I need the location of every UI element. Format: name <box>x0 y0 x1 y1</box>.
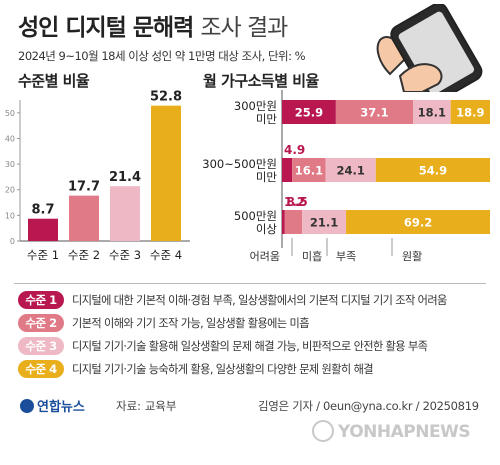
category-label-line2: 미만 <box>256 112 278 126</box>
legend-item-level1: 수준 1 디지털에 대한 기본적 이해·경험 부족, 일상생활에서의 기본적 디… <box>18 290 447 310</box>
bar-value-label: 52.8 <box>150 90 182 105</box>
y-tick-label: 20 <box>5 186 15 195</box>
stack-segment-level2 <box>284 210 303 234</box>
title-main: 성인 디지털 문해력 <box>18 15 194 41</box>
level-annotation-label: 원활 <box>402 249 422 263</box>
legend-text-level1: 디지털에 대한 기본적 이해·경험 부족, 일상생활에서의 기본적 디지털 기기… <box>72 294 447 307</box>
bar-level1 <box>28 218 58 241</box>
page-title: 성인 디지털 문해력 조사 결과 <box>18 8 288 42</box>
watermark-icon <box>312 420 334 442</box>
stack-segment-level1 <box>282 158 293 182</box>
y-tick-label: 30 <box>5 160 15 169</box>
bar-value-label: 8.7 <box>31 203 54 218</box>
legend-badge-level1: 수준 1 <box>18 291 64 309</box>
legend-item-level2: 수준 2 기본적 이해와 기기 조작 가능, 일상생활 활용에는 미흡 <box>18 313 309 333</box>
x-category-label: 수준 1 <box>27 248 59 262</box>
level-annotation-label: 어려움 <box>250 250 280 263</box>
segment-value-label: 69.2 <box>404 216 432 230</box>
bar-value-label: 17.7 <box>68 180 100 195</box>
y-tick-label: 50 <box>5 109 15 118</box>
credit-line: 김영은 기자 / 0eun@yna.co.kr / 20250819 <box>258 399 479 413</box>
legend-item-level4: 수준 4 디지털 기기·기술 능숙하게 활용, 일상생활의 다양한 문제 원활히… <box>18 359 374 379</box>
stack-segment-level3 <box>302 210 347 234</box>
level-annotation-label: 부족 <box>336 250 356 263</box>
source-note: 자료: 교육부 <box>116 399 177 413</box>
stack-segment-level2 <box>335 100 414 124</box>
stack-segment-level3 <box>413 100 451 124</box>
subtitle: 2024년 9~10월 18세 이상 성인 약 1만명 대상 조사, 단위: % <box>18 49 306 63</box>
bar-value-label: 21.4 <box>109 170 141 185</box>
divider <box>14 283 486 284</box>
level-bar-chart: 0 10 20 30 40 50 8.7 수준 1 17.7 수준 2 21.4 수준 3 52.8 수준… <box>5 90 190 262</box>
stack-segment-level4 <box>450 100 490 124</box>
legend-text-level4: 디지털 기기·기술 능숙하게 활용, 일상생활의 다양한 문제 원활히 해결 <box>72 363 374 376</box>
category-label-line1: 300~500만원 <box>202 157 277 171</box>
y-tick-label: 0 <box>10 237 15 246</box>
smartphone-hand-illustration <box>376 4 483 92</box>
segment-value-label: 24.1 <box>337 164 365 178</box>
segment-value-label: 16.1 <box>295 164 323 178</box>
x-category-label: 수준 2 <box>68 248 100 262</box>
segment-value-label: 25.9 <box>295 106 323 120</box>
category-label-line1: 300만원 <box>234 99 277 113</box>
stack-segment-level1 <box>282 100 336 124</box>
stack-segment-level4 <box>346 210 490 234</box>
legend-badge-level2: 수준 2 <box>18 314 64 332</box>
watermark-text: YONHAPNEWS <box>338 422 471 442</box>
x-category-label: 수준 4 <box>150 248 182 262</box>
yonhap-logo-icon <box>20 399 34 413</box>
bar-level2 <box>69 195 99 241</box>
bar-level4 <box>151 105 181 241</box>
legend-badge-level3: 수준 3 <box>18 337 64 355</box>
yonhap-logo-text: 연합뉴스 <box>37 400 85 415</box>
legend-text-level2: 기본적 이해와 기기 조작 가능, 일상생활 활용에는 미흡 <box>72 317 309 330</box>
right-chart-heading: 월 가구소득별 비율 <box>203 72 319 90</box>
stack-segment-level1 <box>282 210 285 234</box>
y-tick-label: 40 <box>5 134 15 143</box>
y-tick-label: 10 <box>5 211 15 220</box>
yonhap-logo: 연합뉴스 <box>20 396 85 415</box>
x-category-label: 수준 3 <box>109 248 141 262</box>
left-chart-heading: 수준별 비율 <box>18 72 90 90</box>
category-label-line2: 이상 <box>256 222 278 236</box>
segment-value-label: 21.1 <box>310 216 338 230</box>
title-light: 조사 결과 <box>200 15 288 41</box>
legend-text-level3: 디지털 기기·기술 활용해 일상생활의 문제 해결 가능, 비판적으로 안전한 … <box>72 340 428 353</box>
stack-segment-level2 <box>292 158 326 182</box>
legend-item-level3: 수준 3 디지털 기기·기술 활용해 일상생활의 문제 해결 가능, 비판적으로… <box>18 336 428 356</box>
category-label-line2: 미만 <box>256 170 278 184</box>
segment-value-label: 8.5 <box>286 195 307 209</box>
category-label-line1: 500만원 <box>234 209 277 223</box>
segment-value-label: 18.1 <box>418 106 446 120</box>
segment-value-label: 37.1 <box>360 106 388 120</box>
segment-value-label: 1.2 <box>284 195 305 209</box>
legend-badge-level4: 수준 4 <box>18 360 64 378</box>
watermark: YONHAPNEWS <box>312 420 471 442</box>
bar-level3 <box>110 186 140 241</box>
stack-segment-level4 <box>375 158 490 182</box>
stack-segment-level3 <box>325 158 376 182</box>
segment-value-label: 54.9 <box>419 164 447 178</box>
segment-value-label: 18.9 <box>456 106 484 120</box>
segment-value-label: 4.9 <box>284 143 305 157</box>
level-annotation-label: 미흡 <box>302 249 322 263</box>
